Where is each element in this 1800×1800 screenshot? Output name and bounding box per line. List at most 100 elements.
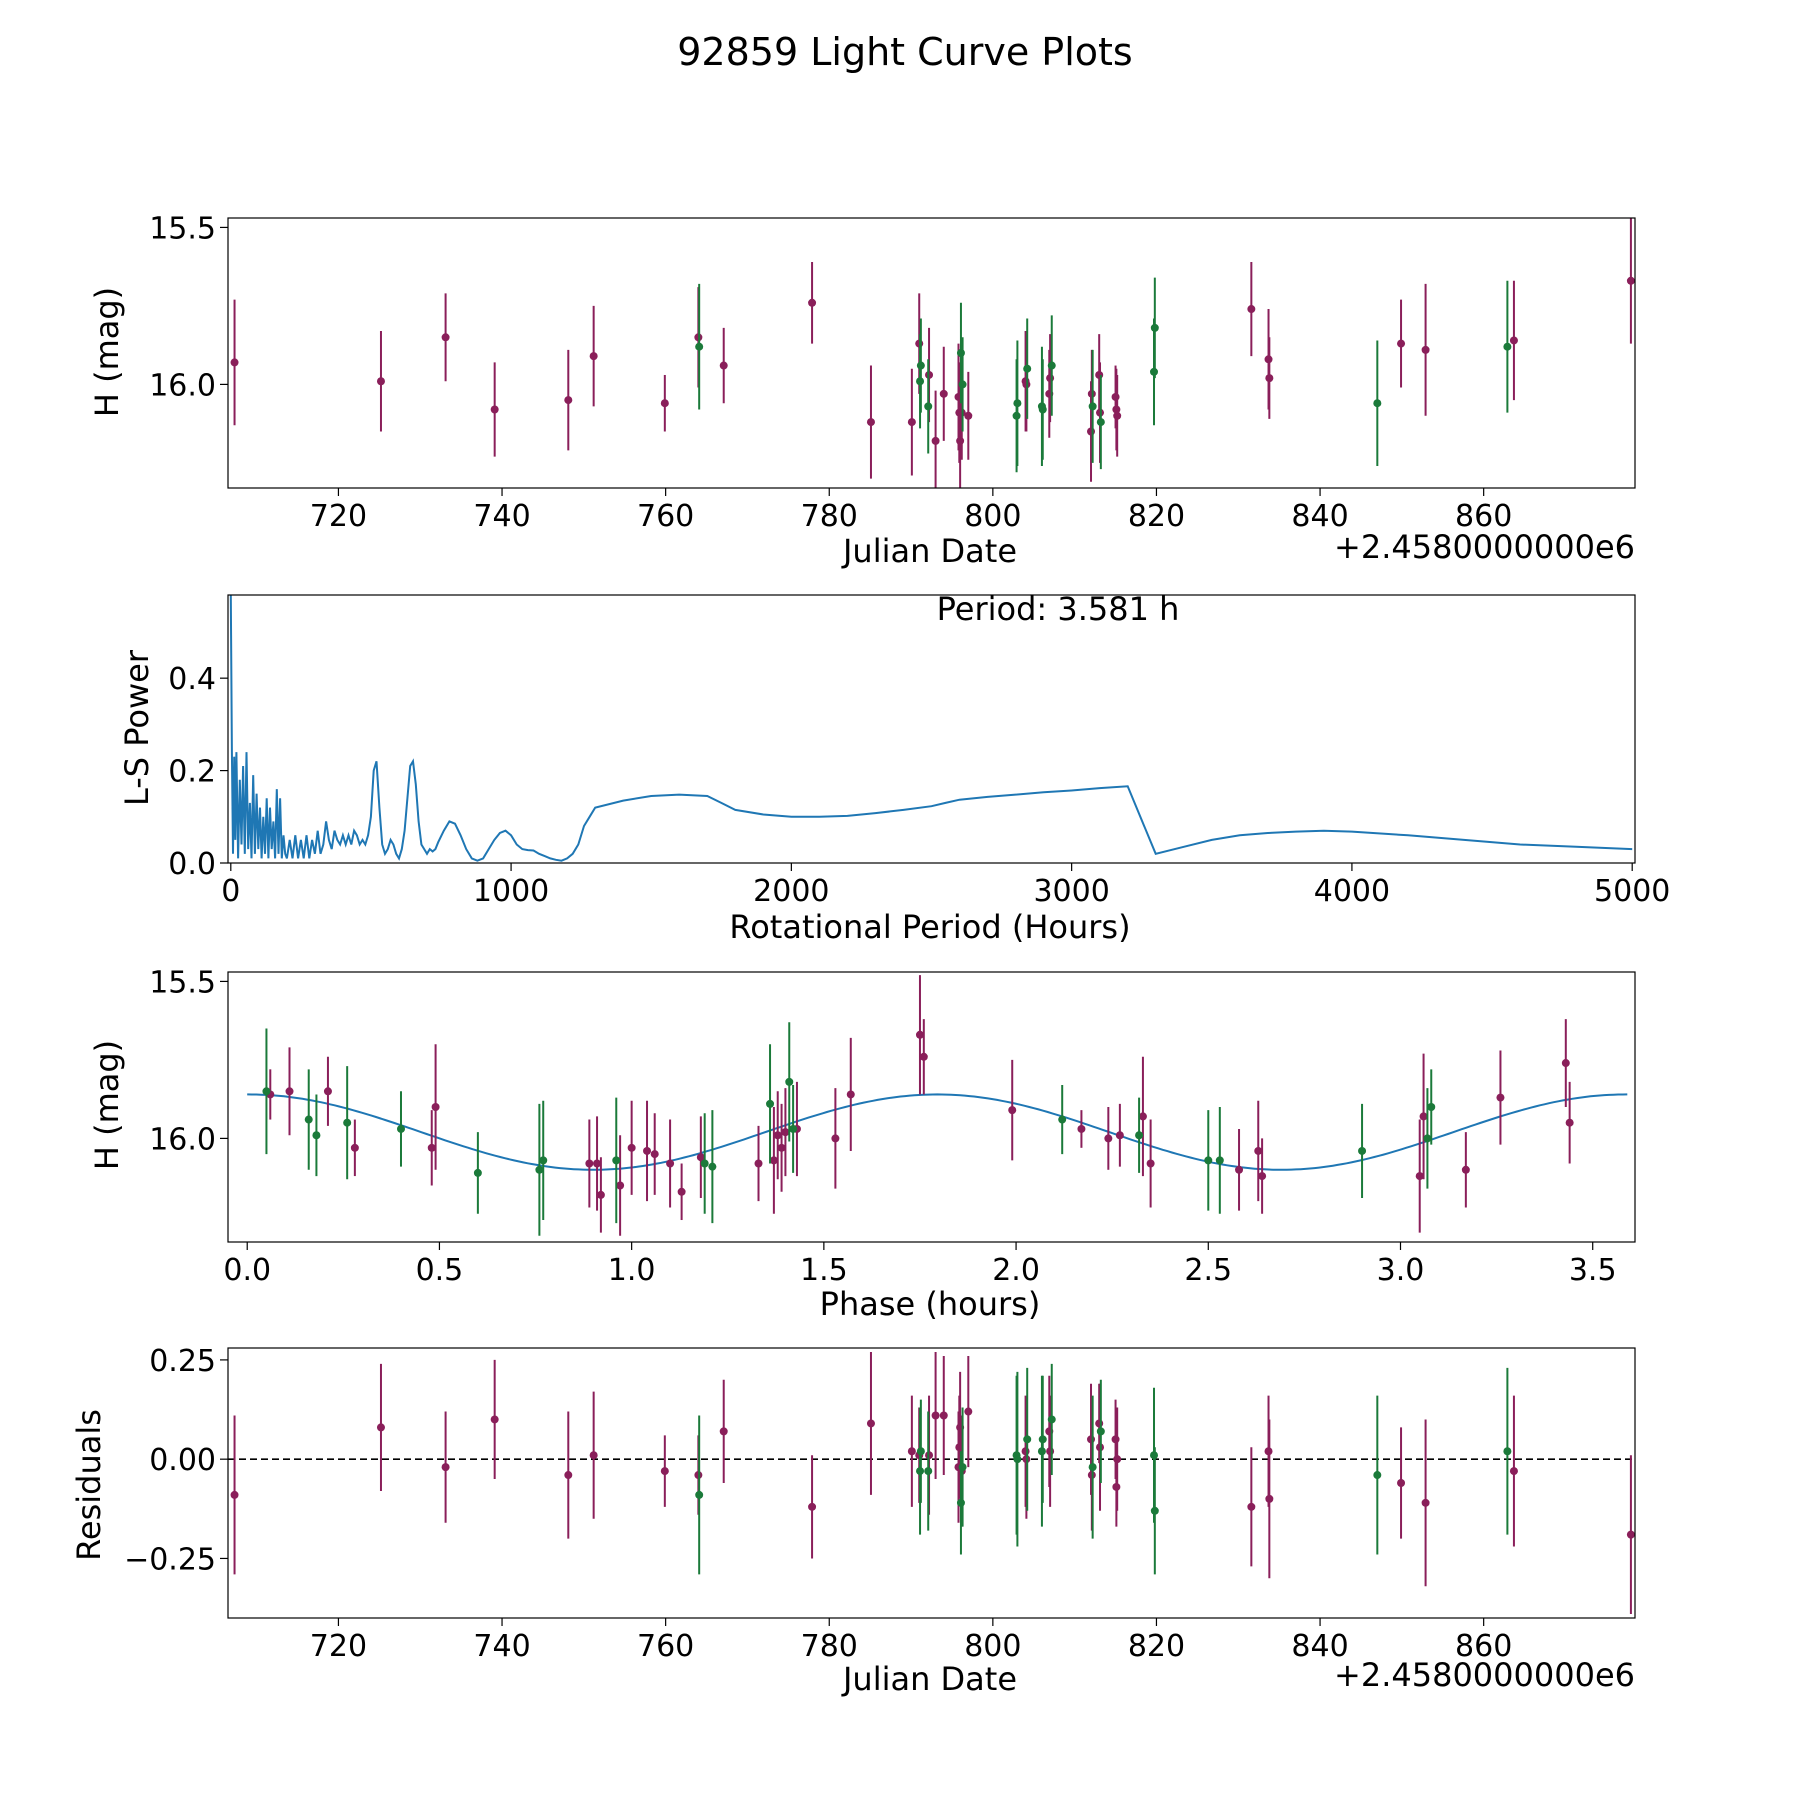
panel2-xtick-label: 1.5 — [800, 1253, 848, 1288]
panel3-xtick-label: 780 — [801, 1629, 858, 1664]
panel0-xtick-label: 800 — [964, 499, 1021, 534]
data-point-maroon — [1265, 1494, 1274, 1503]
data-point-maroon — [1254, 1146, 1263, 1155]
data-point-maroon — [564, 1471, 573, 1480]
data-point-maroon — [1115, 1131, 1124, 1140]
data-point-maroon — [1265, 374, 1274, 383]
panel-periodogram-period-annotation: Period: 3.581 h — [937, 590, 1180, 628]
panel-residuals-frame — [227, 1347, 1636, 1619]
panel-light-curve-xlabel: Julian Date — [841, 532, 1017, 570]
data-point-maroon — [1421, 345, 1430, 354]
panel2-xtick-label: 2.5 — [1184, 1253, 1232, 1288]
data-point-maroon — [1419, 1112, 1428, 1121]
data-point-green — [539, 1156, 548, 1165]
data-point-green — [958, 1463, 967, 1472]
panel-phased: H (mag) Phase (hours) 0.0 0.5 1.0 1.5 2.0 2.5… — [88, 965, 1636, 1323]
data-point-maroon — [866, 418, 875, 427]
data-point-maroon — [773, 1131, 782, 1140]
data-point-maroon — [1111, 1435, 1120, 1444]
data-point-green — [924, 1467, 933, 1476]
data-point-maroon — [777, 1143, 786, 1152]
data-point-maroon — [589, 352, 598, 361]
data-point-green — [1038, 1435, 1047, 1444]
data-point-green — [535, 1165, 544, 1174]
periodogram-line — [229, 595, 1633, 862]
data-point-maroon — [696, 1153, 705, 1162]
data-point-maroon — [915, 1030, 924, 1039]
panel-phased-frame — [227, 971, 1636, 1243]
panel-phased-ylabel: H (mag) — [88, 1040, 126, 1170]
data-point-maroon — [1247, 1502, 1256, 1511]
data-point-maroon — [831, 1134, 840, 1143]
data-point-green — [473, 1168, 482, 1177]
data-point-maroon — [1046, 1447, 1055, 1456]
data-point-green — [1023, 1435, 1032, 1444]
data-point-green — [1503, 1447, 1512, 1456]
data-point-green — [924, 402, 933, 411]
panel1-xtick-label: 2000 — [753, 874, 829, 909]
data-point-maroon — [1509, 1467, 1518, 1476]
panel2-xtick-label: 0.5 — [416, 1253, 464, 1288]
data-point-maroon — [230, 1490, 239, 1499]
panel3-xtick-label: 720 — [310, 1629, 367, 1664]
data-point-maroon — [931, 436, 940, 445]
data-point-maroon — [1138, 1112, 1147, 1121]
panel1-xtick-label: 5000 — [1594, 874, 1670, 909]
data-point-green — [262, 1087, 271, 1096]
data-point-green — [1427, 1103, 1436, 1111]
panel-residuals-ylabel: Residuals — [70, 1409, 108, 1561]
data-point-maroon — [956, 436, 965, 445]
panel2-xtick-label: 3.0 — [1377, 1253, 1425, 1288]
panel2-xtick-label: 2.0 — [992, 1253, 1040, 1288]
data-point-maroon — [1104, 1134, 1113, 1143]
data-point-maroon — [719, 1427, 728, 1436]
panel-periodogram-ylabel: L-S Power — [118, 649, 156, 806]
data-point-green — [1058, 1115, 1067, 1124]
data-point-green — [956, 1498, 965, 1507]
data-point-maroon — [1146, 1159, 1155, 1168]
data-point-maroon — [1008, 1106, 1017, 1115]
data-point-green — [1150, 1506, 1159, 1515]
data-point-green — [916, 361, 925, 370]
panel0-xtick-label: 720 — [310, 499, 367, 534]
data-point-maroon — [660, 399, 669, 408]
data-point-green — [958, 380, 967, 389]
panel0-xtick-label: 760 — [637, 499, 694, 534]
panel2-xtick-label: 0.0 — [223, 1253, 271, 1288]
panel2-points — [247, 975, 1628, 1236]
data-point-maroon — [939, 1411, 948, 1420]
data-point-green — [1150, 323, 1159, 332]
data-point-maroon — [1561, 1059, 1570, 1068]
data-point-green — [1047, 361, 1056, 370]
data-point-maroon — [1421, 1498, 1430, 1507]
panel3-points — [228, 1351, 1635, 1615]
panel0-xtick-label: 840 — [1291, 499, 1348, 534]
panel1-xtick-label: 4000 — [1314, 874, 1390, 909]
panel3-xtick-label: 800 — [964, 1629, 1021, 1664]
data-point-green — [1038, 405, 1047, 414]
panel-residuals-xlabel: Julian Date — [841, 1660, 1017, 1698]
data-point-green — [304, 1115, 313, 1124]
panel-periodogram-frame — [227, 594, 1636, 864]
panel0-xtick-label: 780 — [801, 499, 858, 534]
panel3-xtick-label: 820 — [1128, 1629, 1185, 1664]
data-point-maroon — [650, 1150, 659, 1159]
data-point-maroon — [323, 1087, 332, 1096]
data-point-green — [1423, 1134, 1432, 1143]
data-point-green — [695, 1490, 704, 1499]
data-point-maroon — [593, 1159, 602, 1168]
data-point-maroon — [939, 389, 948, 398]
panel3-xtick-label: 740 — [473, 1629, 530, 1664]
data-point-maroon — [808, 298, 817, 307]
data-point-maroon — [285, 1087, 294, 1096]
data-point-green — [1096, 1427, 1105, 1436]
panel3-ytick-label: −0.25 — [124, 1542, 216, 1577]
data-point-green — [1503, 342, 1512, 351]
data-point-maroon — [230, 358, 239, 367]
panel1-xtick-label: 3000 — [1033, 874, 1109, 909]
panel3-xtick-label: 760 — [637, 1629, 694, 1664]
data-point-green — [1088, 402, 1097, 411]
data-point-maroon — [441, 333, 450, 342]
data-point-maroon — [846, 1090, 855, 1099]
